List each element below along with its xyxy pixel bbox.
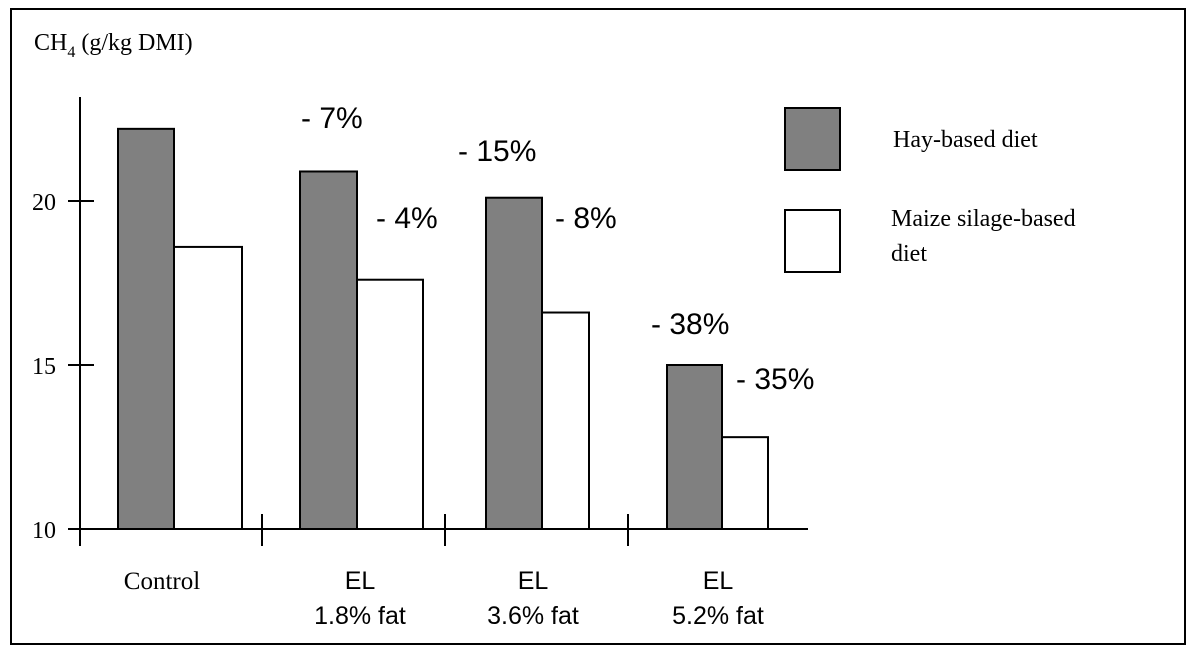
category-label-2-line2: 3.6% fat [487,602,579,630]
category-label-3-line1: EL [703,567,734,595]
maize-bar-0 [173,245,243,530]
maize-change-label-1: - 4% [376,202,438,235]
y-tick-label-20: 20 [32,190,56,216]
category-label-1-line2: 1.8% fat [314,602,406,630]
category-label-2-line1: EL [518,567,549,595]
legend-swatch-hay [784,107,841,171]
y-tick-label-15: 15 [32,354,56,380]
hay-bar-3 [666,364,723,530]
legend-label-maize-line1: Maize silage-based [891,206,1076,232]
maize-change-label-3: - 35% [736,363,814,396]
hay-change-label-3: - 38% [651,308,729,341]
maize-bar-3 [721,436,769,530]
category-label-0: Control [124,568,200,595]
category-label-3-line2: 5.2% fat [672,602,764,630]
hay-bar-1 [299,170,358,530]
legend-swatch-maize [784,209,841,273]
hay-bar-0 [117,127,175,530]
maize-bar-2 [541,311,590,530]
hay-change-label-2: - 15% [458,135,536,168]
legend-label-maize-line2: diet [891,241,927,267]
category-label-1-line1: EL [345,567,376,595]
legend-label-hay: Hay-based diet [893,127,1038,153]
maize-change-label-2: - 8% [555,202,617,235]
hay-bar-2 [485,196,543,530]
y-axis-label: CH4 (g/kg DMI) [34,30,193,61]
y-tick-label-10: 10 [32,518,56,544]
maize-bar-1 [356,278,424,530]
hay-change-label-1: - 7% [301,102,363,135]
